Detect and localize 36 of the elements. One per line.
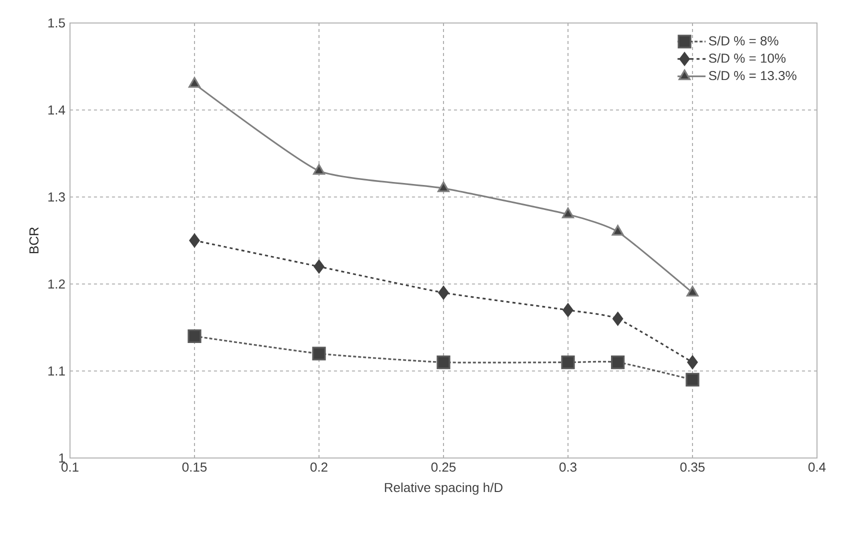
x-tick-label: 0.4 [808,462,826,472]
point [612,224,624,236]
x-tick-label: 0.25 [431,462,456,472]
y-tick-label: 1.1 [48,366,65,376]
legend-label: S/D % = 10% [708,53,786,63]
y-tick-label: 1.3 [48,192,65,202]
point [612,312,624,326]
point [189,234,200,248]
x-tick-label: 0.35 [680,462,705,472]
x-tick-label: 0.15 [182,462,207,472]
y-axis-title: BCR [29,227,39,254]
point [188,329,202,343]
x-tick-label: 0.2 [310,462,328,472]
y-tick-label: 1 [59,454,65,462]
y-tick-label: 1.5 [48,18,65,28]
point [438,286,449,300]
point [687,355,698,370]
point [312,346,326,360]
point [188,77,201,88]
point [562,303,574,317]
legend-label: S/D % = 8% [708,36,778,46]
x-tick-label: 0.3 [559,462,576,472]
x-tick-label: 0.1 [61,462,78,472]
point [562,208,574,218]
point [313,164,325,175]
point [686,372,700,386]
point [314,260,324,274]
point [561,355,575,370]
x-axis-title: Relative spacing h/D [384,482,502,495]
legend-label: S/D % = 13.3% [708,70,796,80]
point [436,355,450,370]
y-tick-label: 1.2 [48,279,65,289]
point [438,181,450,192]
y-tick-label: 1.4 [48,106,66,114]
point [686,286,698,296]
point [611,355,625,370]
